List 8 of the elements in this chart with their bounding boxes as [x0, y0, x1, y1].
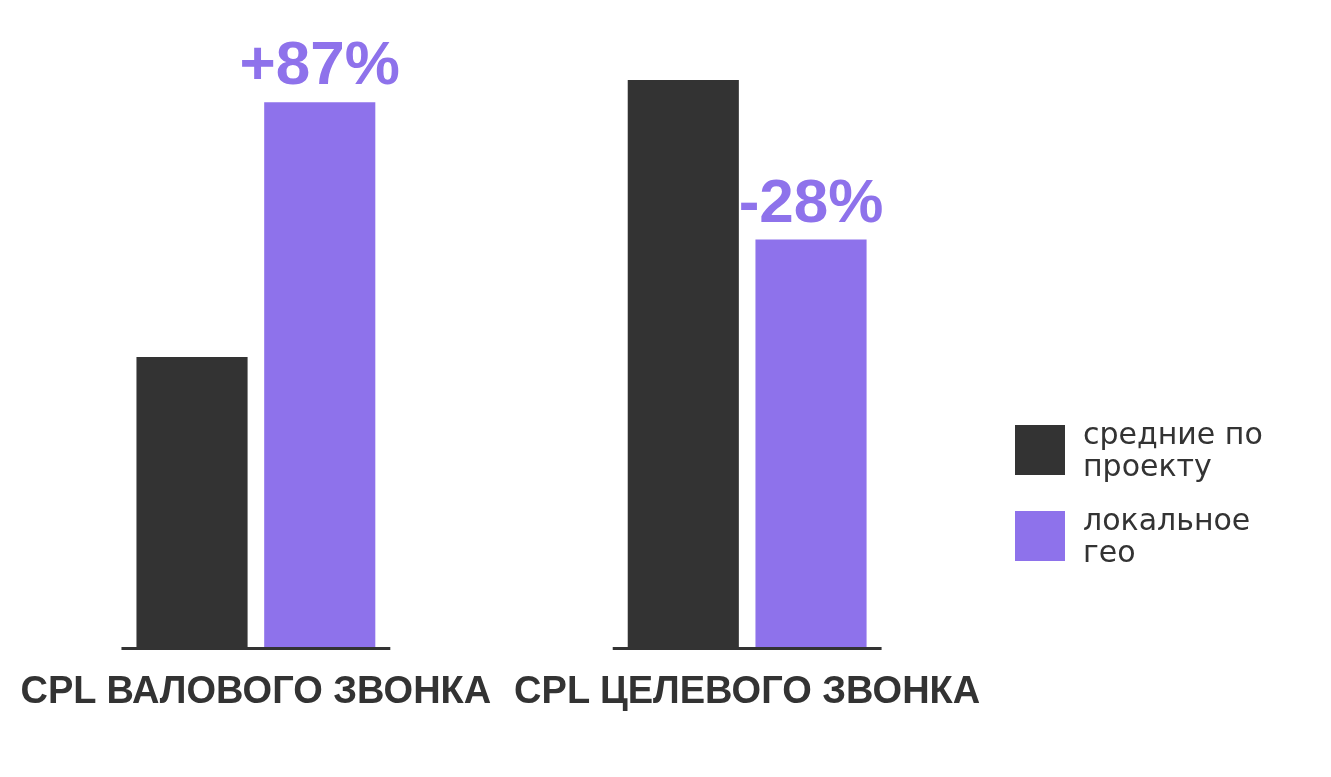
- bar: [264, 102, 376, 648]
- bar: [755, 239, 867, 648]
- legend-label: средние по проекту: [1083, 416, 1264, 483]
- annotation: +87%: [239, 28, 400, 98]
- x-tick-label: CPL ВАЛОВОГО ЗВОНКА: [20, 668, 492, 711]
- x-tick-label: CPL ЦЕЛЕВОГО ЗВОНКА: [514, 668, 981, 711]
- legend-label: локальное гео: [1083, 502, 1252, 569]
- annotation: -28%: [738, 165, 884, 235]
